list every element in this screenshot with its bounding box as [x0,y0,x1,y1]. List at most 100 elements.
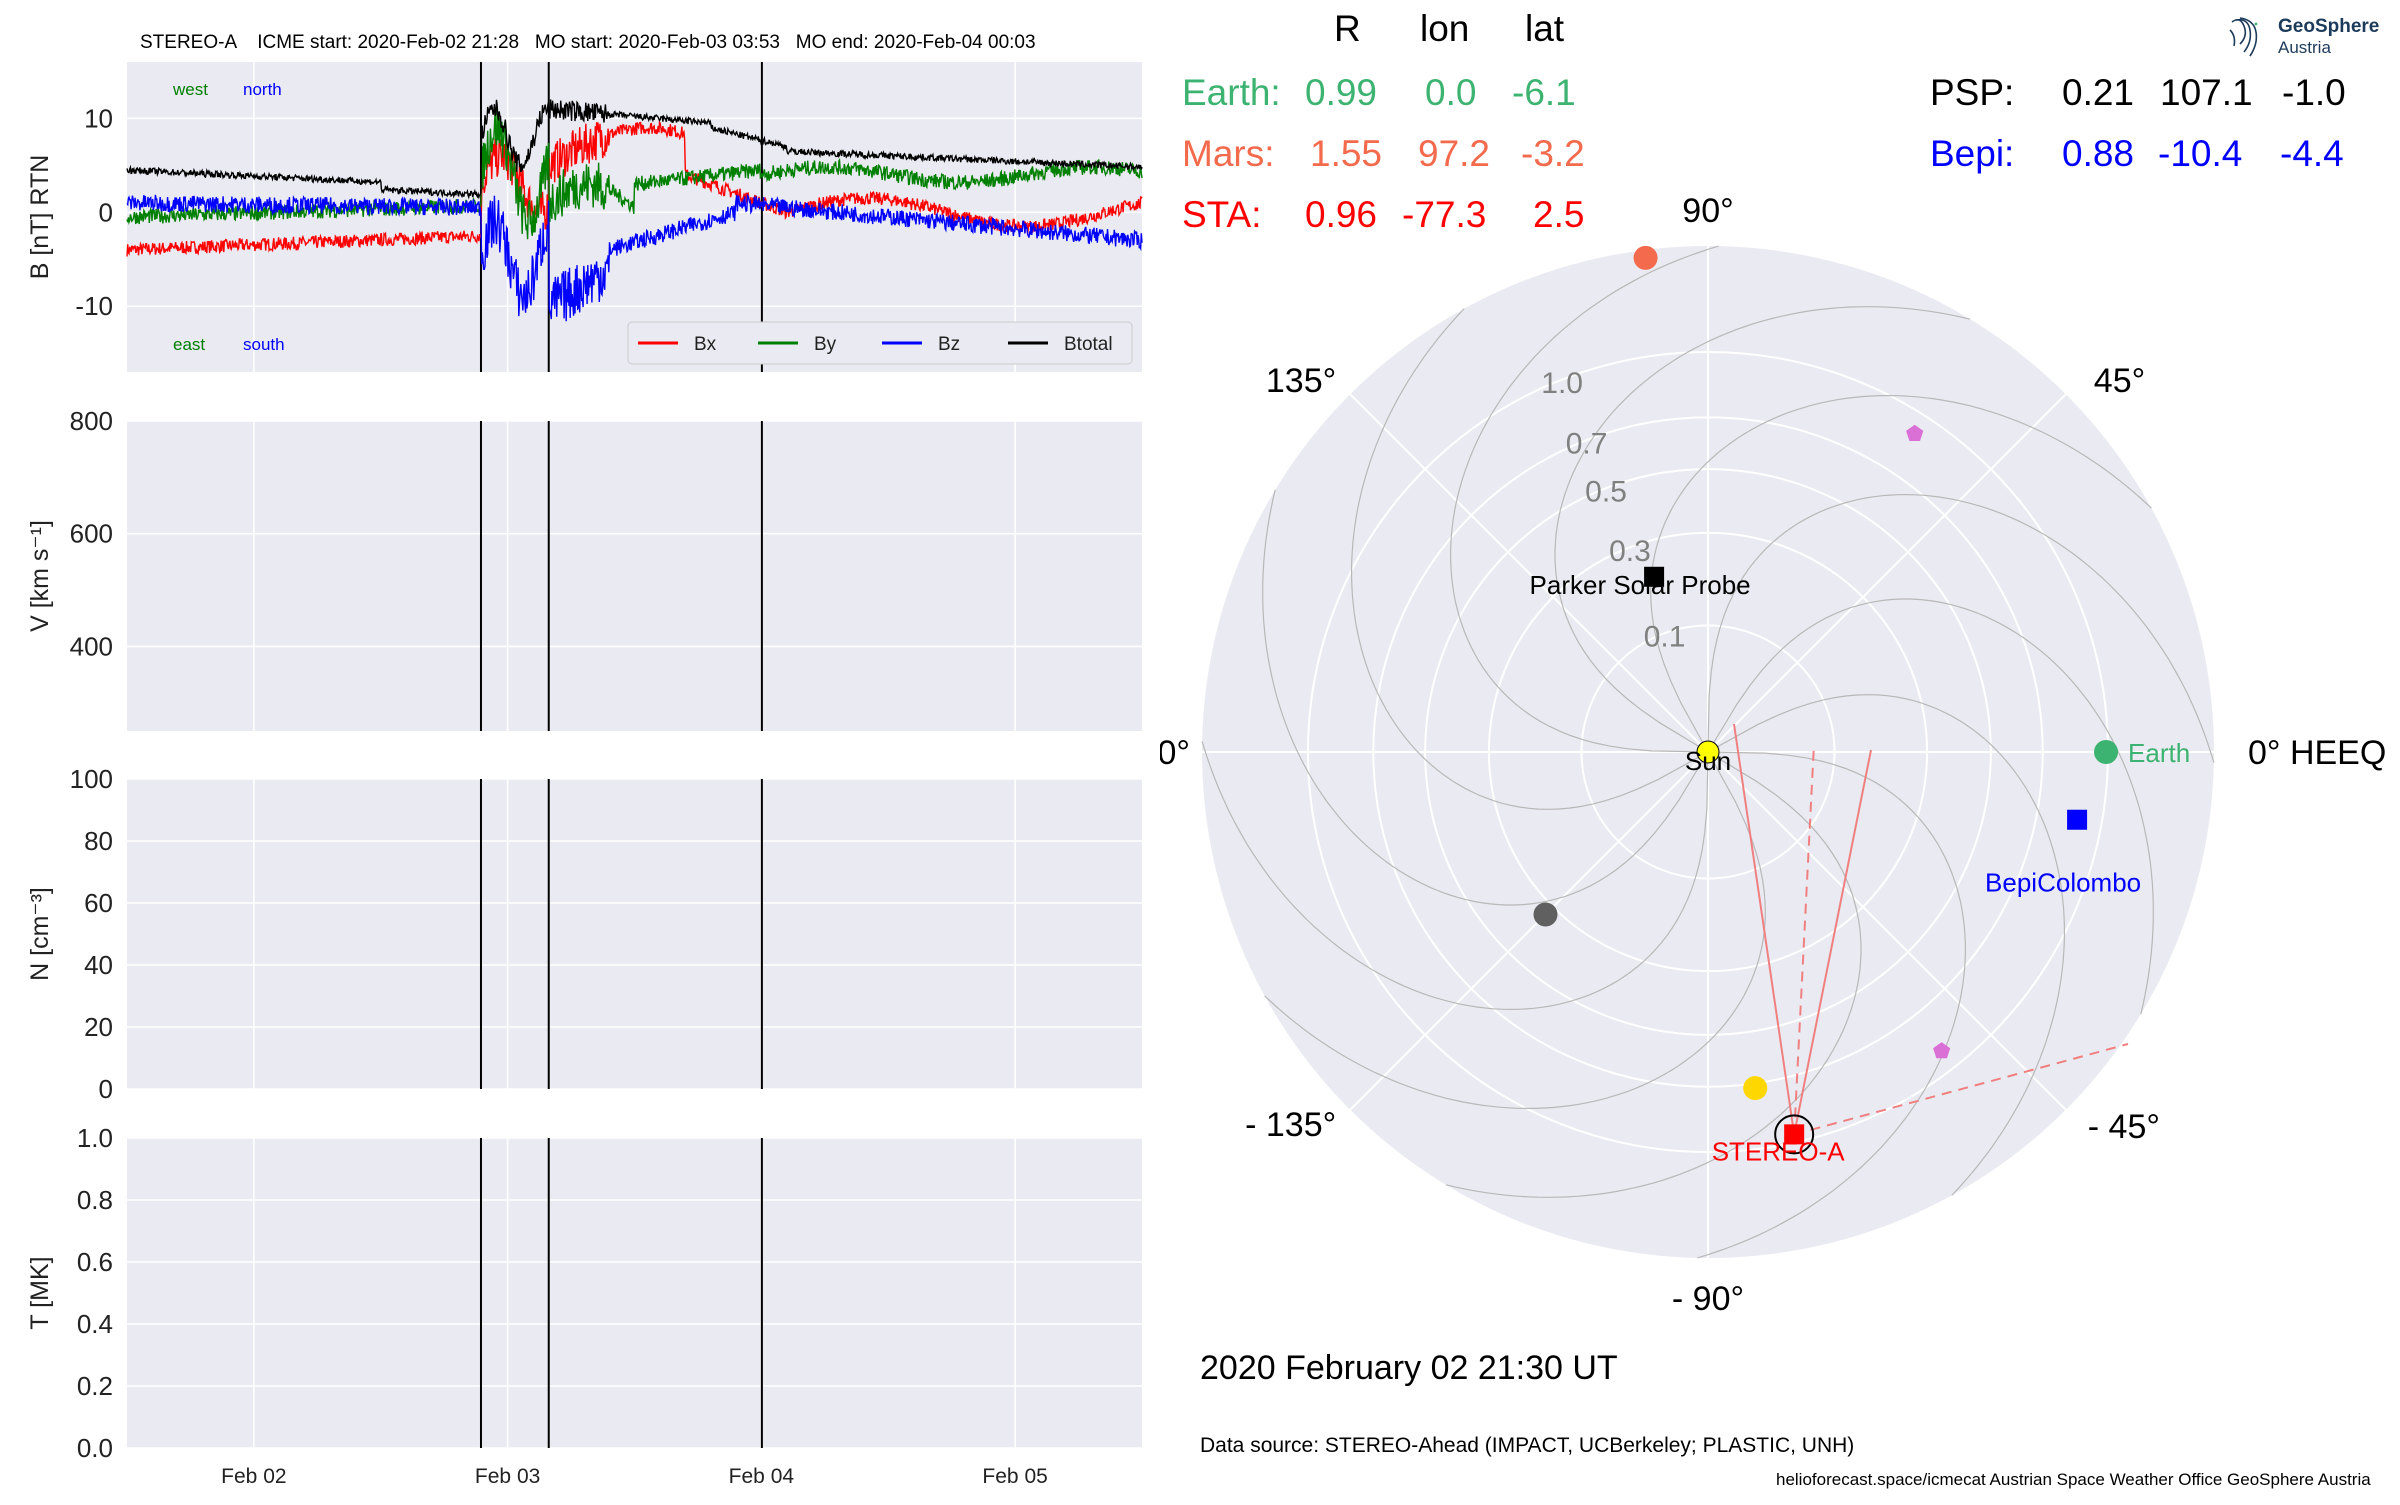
y-tick-label: 400 [70,631,113,661]
panel-background [127,1138,1142,1448]
legend-label-by: By [814,334,837,355]
y-tick-label: 40 [84,950,113,980]
timestamp: 2020 February 02 21:30 UT [1200,1349,1618,1387]
angle-label: 135° [1266,362,1336,400]
psp-r: 0.21 [2062,72,2135,113]
marker-venus [1743,1076,1768,1101]
earth-lat: -6.1 [1512,72,1576,113]
y-tick-label: 0 [99,1074,113,1104]
angle-label: - 90° [1672,1280,1744,1318]
parker-spiral [1201,741,1709,1011]
parker-spiral [1707,694,2066,1196]
psp-lat: -1.0 [2282,72,2346,113]
y-tick-label: -10 [75,291,113,321]
angle-label: - 45° [2088,1108,2160,1146]
parker-spiral [1707,493,2215,763]
radial-label: 1.0 [1541,367,1583,400]
y-tick-label: 10 [84,103,113,133]
legend-label-btotal: Btotal [1064,334,1113,355]
parker-spiral [1697,751,1967,1259]
sta-lon: -77.3 [1402,194,1487,235]
y-tick-label: 80 [84,826,113,856]
timeseries-panels: -10 0 10 B [nT] RTN 400 600 800 V [km s⁻¹] 0 20 40… [0,0,1160,1500]
mars-label: Mars: [1182,133,1275,174]
radial-label: 0.5 [1585,476,1627,509]
parker-spiral [1449,245,1719,753]
col-header-lon: lon [1420,8,1470,49]
y-axis-label: T [MK] [26,1256,54,1329]
legend-box [627,321,1133,365]
col-header-r: R [1334,8,1361,49]
event-header: STEREO-A ICME start: 2020-Feb-02 21:28 M… [140,32,1036,53]
y-tick-label: 600 [70,519,113,549]
radial-label: 0.3 [1609,535,1651,568]
y-tick-label: 60 [84,888,113,918]
marker-earth [2094,740,2119,764]
label-east: east [173,335,205,354]
label-parker-solar-probe: Parker Solar Probe [1530,570,1751,600]
polar-spoke [1349,393,1709,753]
angle-label: 45° [2094,362,2145,400]
earth-lon: 0.0 [1425,72,1477,113]
parker-spiral [1650,395,2152,753]
panel-background [127,779,1142,1089]
label-sun: Sun [1685,746,1731,776]
sta-lat: 2.5 [1533,194,1585,235]
y-tick-label: 0.8 [77,1185,113,1215]
angle-label: +/- 180° [1160,734,1190,772]
timeseries-svg: -10 0 10 B [nT] RTN 400 600 800 V [km s⁻¹] 0 20 40… [26,32,1143,1488]
col-header-lat: lat [1525,8,1565,49]
panel-speed: 400 600 800 V [km s⁻¹] [26,406,1142,731]
parker-spiral [1707,598,2154,1015]
logo-text-1: GeoSphere [2278,16,2380,37]
sta-sight-lines [1733,723,2129,1136]
psp-lon: 107.1 [2160,72,2253,113]
sta-label: STA: [1182,194,1262,235]
y-tick-label: 0.4 [77,1309,113,1339]
series-btotal [126,99,1143,200]
label-bepicolombo: BepiColombo [1985,868,2141,898]
y-axis-label: B [nT] RTN [26,155,54,280]
y-tick-label: 0.2 [77,1371,113,1401]
mars-lon: 97.2 [1418,133,1491,174]
bepi-lon: -10.4 [2158,133,2243,174]
marker-parker-solar-probe [1644,566,1665,587]
sta-r: 0.96 [1305,194,1378,235]
pentagon-marker [1933,1042,1951,1059]
polar-position-plot: 0.1 0.3 0.5 0.7 1.0 90° 45° 0° HEEQ - 45° - 90° - … [1070,0,2400,1500]
polar-spoke [1707,393,2067,753]
y-tick-label: 1.0 [77,1123,113,1153]
mars-r: 1.55 [1310,133,1383,174]
series-bz [126,193,1143,322]
bepi-label: Bepi: [1930,133,2015,174]
sight-line-dashed [1793,743,1815,1135]
polar-spoke [1349,751,1709,1111]
y-tick-label: 20 [84,1012,113,1042]
y-tick-label: 100 [70,764,113,794]
radial-label: 0.1 [1644,621,1686,654]
sight-line-dashed [1793,1043,2129,1136]
pentagon-marker [1906,424,1924,441]
y-axis-label: V [km s⁻¹] [26,520,54,632]
credits: helioforecast.space/icmecat Austrian Spa… [1776,1470,2371,1489]
label-north: north [243,80,282,99]
label-stereo-a: STEREO-A [1712,1136,1846,1166]
parker-spiral [1351,308,1709,810]
logo-text-2: Austria [2278,38,2331,57]
x-tick-label: Feb 02 [221,1465,286,1488]
data-source: Data source: STEREO-Ahead (IMPACT, UCBer… [1200,1434,1855,1457]
marker-sun [1696,740,1720,764]
label-earth: Earth [2128,738,2190,768]
polar-svg: 0.1 0.3 0.5 0.7 1.0 90° 45° 0° HEEQ - 45° - 90° - … [1070,192,2387,1318]
marker-mars [1633,245,1658,270]
sta-highlight-ring [1774,1114,1815,1155]
x-tick-label: Feb 05 [982,1465,1047,1488]
bepi-r: 0.88 [2062,133,2135,174]
panel-density: 0 20 40 60 80 100 N [cm⁻³] [26,764,1142,1104]
geosphere-logo: GeoSphere Austria [2226,14,2396,62]
bepi-lat: -4.4 [2280,133,2344,174]
series-bx [126,119,1143,257]
marker-bepicolombo [2067,809,2088,830]
mars-lat: -3.2 [1521,133,1585,174]
angle-label: - 135° [1245,1106,1336,1144]
